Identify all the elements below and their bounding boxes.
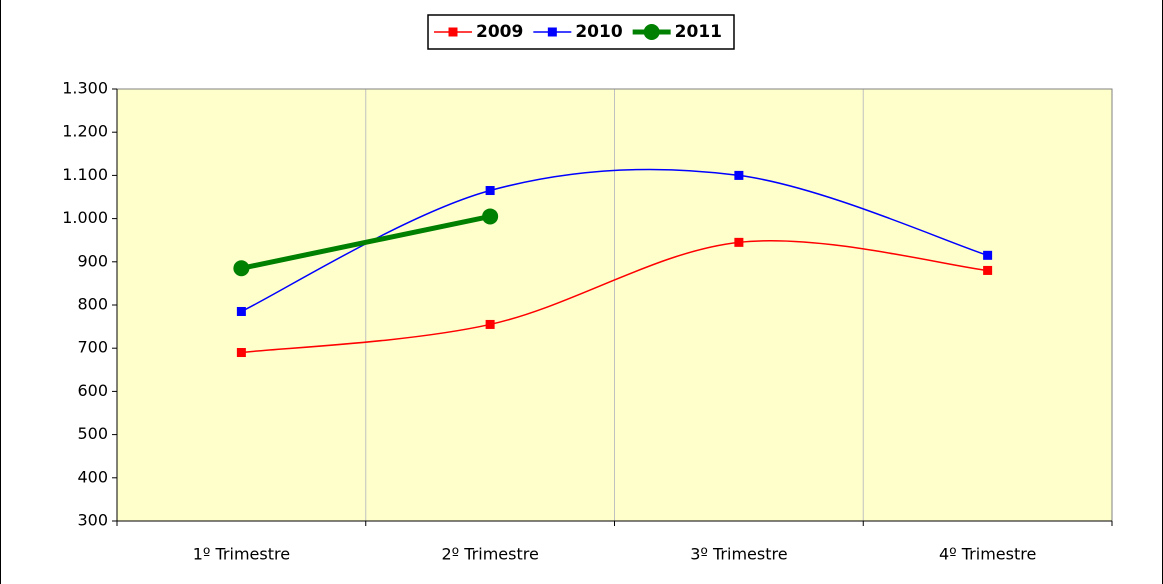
y-tick-label: 400 — [77, 467, 108, 486]
point — [485, 319, 495, 329]
point — [983, 265, 993, 275]
x-tick-label: 1º Trimestre — [193, 545, 290, 564]
y-tick-label: 700 — [77, 338, 108, 357]
point — [448, 27, 458, 37]
point — [734, 237, 744, 247]
point — [485, 186, 495, 196]
series-line — [240, 213, 491, 271]
x-tick-label: 4º Trimestre — [939, 545, 1036, 564]
legend-box — [427, 14, 735, 50]
y-tick-label: 600 — [77, 381, 108, 400]
y-tick-label: 1.000 — [62, 208, 108, 227]
legend-label: 2010 — [575, 22, 622, 42]
point — [482, 208, 499, 225]
series-line — [241, 240, 988, 354]
y-tick-label: 1.300 — [62, 79, 108, 98]
y-tick-label: 1.200 — [62, 122, 108, 141]
point — [983, 250, 993, 260]
x-tick-label: 2º Trimestre — [441, 545, 538, 564]
series-line — [241, 168, 988, 313]
point — [236, 348, 246, 358]
x-tick-label: 3º Trimestre — [690, 545, 787, 564]
point — [233, 260, 250, 277]
point — [643, 24, 660, 40]
legend: 2009 2010 2011 — [427, 14, 735, 50]
y-tick-label: 800 — [77, 295, 108, 314]
y-tick-label: 900 — [77, 251, 108, 270]
legend-label: 2011 — [675, 22, 722, 42]
y-tick-label: 300 — [77, 511, 108, 530]
legend-label: 2009 — [476, 22, 523, 42]
point — [547, 27, 557, 37]
point — [236, 306, 246, 316]
point — [734, 170, 744, 180]
y-tick-label: 500 — [77, 424, 108, 443]
y-tick-label: 1.100 — [62, 165, 108, 184]
